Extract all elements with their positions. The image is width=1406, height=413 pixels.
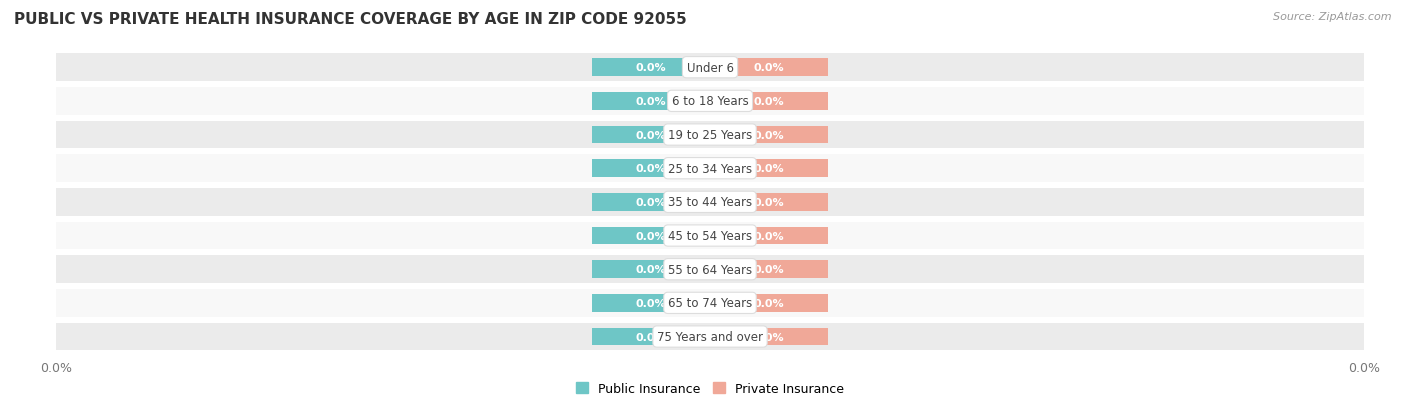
Bar: [56, 222, 1364, 250]
Text: 0.0%: 0.0%: [636, 197, 666, 207]
Text: 0.0%: 0.0%: [636, 130, 666, 140]
Text: 45 to 54 Years: 45 to 54 Years: [668, 230, 752, 242]
Text: 25 to 34 Years: 25 to 34 Years: [668, 162, 752, 175]
Bar: [710, 261, 828, 278]
Bar: [592, 261, 710, 278]
Text: 0.0%: 0.0%: [754, 63, 785, 73]
Text: 0.0%: 0.0%: [636, 63, 666, 73]
Bar: [710, 59, 828, 77]
Bar: [56, 256, 1364, 283]
Bar: [710, 160, 828, 178]
Bar: [592, 194, 710, 211]
Bar: [56, 54, 1364, 82]
Bar: [56, 155, 1364, 183]
Bar: [710, 93, 828, 110]
Bar: [710, 194, 828, 211]
Bar: [710, 294, 828, 312]
Bar: [592, 227, 710, 244]
Text: 0.0%: 0.0%: [754, 97, 785, 107]
Bar: [56, 189, 1364, 216]
Text: 0.0%: 0.0%: [636, 97, 666, 107]
Text: 0.0%: 0.0%: [636, 164, 666, 174]
Bar: [592, 126, 710, 144]
Bar: [592, 93, 710, 110]
Text: 19 to 25 Years: 19 to 25 Years: [668, 129, 752, 142]
Text: 35 to 44 Years: 35 to 44 Years: [668, 196, 752, 209]
Bar: [592, 294, 710, 312]
Text: PUBLIC VS PRIVATE HEALTH INSURANCE COVERAGE BY AGE IN ZIP CODE 92055: PUBLIC VS PRIVATE HEALTH INSURANCE COVER…: [14, 12, 686, 27]
Text: 0.0%: 0.0%: [754, 332, 785, 342]
Text: Source: ZipAtlas.com: Source: ZipAtlas.com: [1274, 12, 1392, 22]
Text: 6 to 18 Years: 6 to 18 Years: [672, 95, 748, 108]
Text: 0.0%: 0.0%: [636, 332, 666, 342]
Text: 65 to 74 Years: 65 to 74 Years: [668, 297, 752, 310]
Bar: [56, 88, 1364, 115]
Text: 0.0%: 0.0%: [754, 265, 785, 275]
Text: 0.0%: 0.0%: [636, 298, 666, 308]
Text: 0.0%: 0.0%: [636, 231, 666, 241]
Text: 0.0%: 0.0%: [754, 130, 785, 140]
Text: 0.0%: 0.0%: [754, 298, 785, 308]
Bar: [710, 328, 828, 345]
Bar: [710, 227, 828, 244]
Bar: [710, 126, 828, 144]
Bar: [56, 290, 1364, 317]
Legend: Public Insurance, Private Insurance: Public Insurance, Private Insurance: [575, 382, 845, 395]
Text: Under 6: Under 6: [686, 62, 734, 74]
Bar: [592, 328, 710, 345]
Text: 0.0%: 0.0%: [754, 231, 785, 241]
Bar: [592, 160, 710, 178]
Text: 0.0%: 0.0%: [754, 164, 785, 174]
Text: 75 Years and over: 75 Years and over: [657, 330, 763, 343]
Bar: [592, 59, 710, 77]
Bar: [56, 323, 1364, 351]
Text: 0.0%: 0.0%: [754, 197, 785, 207]
Text: 55 to 64 Years: 55 to 64 Years: [668, 263, 752, 276]
Text: 0.0%: 0.0%: [636, 265, 666, 275]
Bar: [56, 121, 1364, 149]
